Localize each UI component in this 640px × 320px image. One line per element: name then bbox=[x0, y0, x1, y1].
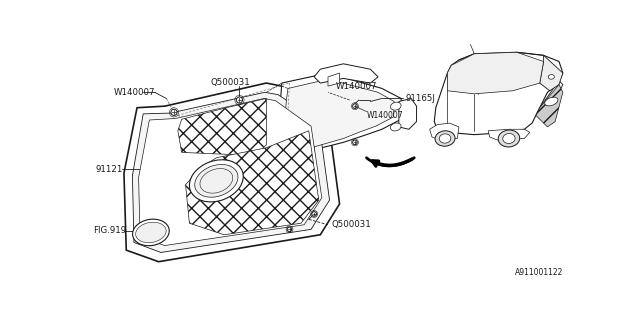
Polygon shape bbox=[540, 55, 563, 91]
Polygon shape bbox=[178, 99, 266, 156]
Ellipse shape bbox=[132, 219, 169, 246]
Polygon shape bbox=[429, 123, 459, 140]
Polygon shape bbox=[536, 84, 563, 127]
Ellipse shape bbox=[195, 164, 238, 197]
Text: A911001122: A911001122 bbox=[515, 268, 563, 277]
Text: W140007: W140007 bbox=[114, 88, 156, 97]
Ellipse shape bbox=[503, 133, 515, 143]
Polygon shape bbox=[314, 64, 378, 83]
Text: Q500031: Q500031 bbox=[332, 220, 372, 229]
Ellipse shape bbox=[189, 160, 243, 202]
Ellipse shape bbox=[435, 131, 455, 146]
Polygon shape bbox=[488, 129, 530, 140]
Text: 91165J: 91165J bbox=[405, 94, 435, 103]
Circle shape bbox=[171, 109, 177, 116]
Text: W140007: W140007 bbox=[336, 83, 377, 92]
Ellipse shape bbox=[390, 102, 401, 110]
Circle shape bbox=[287, 227, 292, 232]
Text: Q500031: Q500031 bbox=[211, 78, 251, 87]
Circle shape bbox=[353, 140, 357, 145]
Circle shape bbox=[353, 104, 357, 108]
Polygon shape bbox=[328, 73, 340, 86]
Ellipse shape bbox=[136, 222, 166, 243]
Ellipse shape bbox=[439, 134, 451, 143]
Text: 91121: 91121 bbox=[95, 165, 123, 174]
Polygon shape bbox=[435, 52, 563, 135]
Polygon shape bbox=[447, 52, 543, 94]
Polygon shape bbox=[124, 83, 340, 262]
Ellipse shape bbox=[498, 130, 520, 147]
Polygon shape bbox=[399, 99, 417, 129]
Circle shape bbox=[312, 212, 316, 216]
Circle shape bbox=[236, 97, 243, 103]
Polygon shape bbox=[270, 73, 401, 158]
Ellipse shape bbox=[390, 123, 401, 131]
Polygon shape bbox=[132, 92, 330, 252]
Polygon shape bbox=[280, 79, 394, 152]
Ellipse shape bbox=[545, 97, 558, 106]
Ellipse shape bbox=[548, 75, 554, 79]
Text: W140007: W140007 bbox=[367, 111, 403, 120]
Text: FIG.919: FIG.919 bbox=[93, 227, 126, 236]
Polygon shape bbox=[186, 131, 319, 235]
Polygon shape bbox=[536, 81, 563, 116]
Polygon shape bbox=[139, 99, 322, 245]
